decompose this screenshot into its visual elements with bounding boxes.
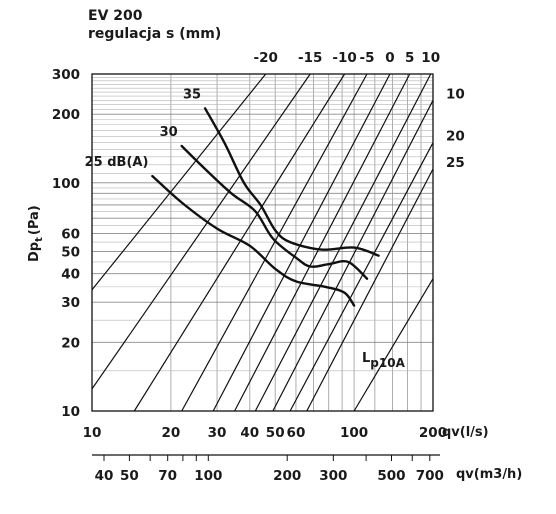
regulation-line [91, 73, 267, 291]
x-axis-ticks: 10 20 30 40 50 60 100 200 [83, 425, 447, 441]
x-tick-label: 10 [83, 425, 102, 441]
m3h-tick-label: 70 [158, 468, 177, 484]
regulation-label: 10 [446, 86, 465, 102]
y-tick-label: 10 [61, 404, 80, 420]
regulation-line [212, 73, 391, 412]
noise-curves [151, 107, 380, 307]
chart-subtitle: regulacja s (mm) [88, 26, 221, 42]
regulation-line [234, 73, 411, 412]
regulation-lines [91, 73, 434, 412]
chart-title: EV 200 [88, 8, 143, 24]
regulation-label: -10 [332, 50, 356, 66]
noise-curve-label: 25 dB(A) [85, 155, 149, 170]
noise-curve [151, 174, 356, 307]
y-label-sub: t [34, 237, 45, 242]
noise-curve [180, 144, 369, 280]
y-tick-label: 200 [52, 107, 80, 123]
x-tick-label: 100 [340, 425, 368, 441]
regulation-labels: -20 -15 -10 -5 0 5 10 10 20 25 [254, 50, 465, 171]
regulation-line [91, 73, 311, 390]
noise-curve-label: 35 [183, 87, 201, 102]
m3h-tick-label: 40 [95, 468, 114, 484]
x-tick-label: 20 [162, 425, 181, 441]
noise-label-main: L [362, 351, 370, 366]
x-tick-label: 50 [266, 425, 285, 441]
y-tick-label: 30 [61, 295, 80, 311]
x-tick-label: 200 [419, 425, 447, 441]
regulation-label: -20 [254, 50, 278, 66]
regulation-label: -5 [360, 50, 375, 66]
y-tick-label: 50 [61, 245, 80, 261]
y-tick-label: 40 [61, 267, 80, 283]
regulation-label: 10 [421, 50, 440, 66]
regulation-label: 0 [385, 50, 394, 66]
m3h-tick-label: 100 [194, 468, 222, 484]
regulation-line [289, 142, 434, 412]
noise-curve-label: 30 [160, 125, 178, 140]
m3h-tick-label: 200 [273, 468, 301, 484]
x-tick-label: 30 [208, 425, 227, 441]
noise-curve [203, 107, 380, 257]
y-tick-label: 100 [52, 176, 80, 192]
regulation-label: 5 [405, 50, 414, 66]
noise-label-sub: p10A [370, 356, 405, 370]
regulation-line [272, 100, 434, 412]
plot-frame [91, 73, 434, 412]
m3h-tick-label: 700 [416, 468, 444, 484]
y-label-unit: (Pa) [27, 205, 42, 235]
noise-labels: 35 30 25 dB(A) [85, 87, 201, 170]
regulation-label: -15 [298, 50, 322, 66]
svg-text:Dpt(Pa): Dpt (Pa) [27, 205, 45, 262]
y-axis-ticks: 10 20 30 40 50 60 100 200 300 [52, 67, 80, 420]
m3h-tick-label: 50 [120, 468, 139, 484]
regulation-line [306, 168, 434, 412]
x-tick-label: 60 [287, 425, 306, 441]
x2-axis-label: qv(m3/h) [456, 467, 522, 482]
y-tick-label: 300 [52, 67, 80, 83]
y-axis-label: Dpt (Pa) [27, 205, 45, 262]
regulation-line [254, 73, 432, 412]
x-axis-label: qv(l/s) [442, 425, 489, 440]
m3h-axis: 40 50 70 100 200 300 500 700 [92, 454, 444, 484]
grid [91, 73, 434, 412]
y-tick-label: 60 [61, 226, 80, 242]
regulation-line [181, 73, 368, 412]
regulation-line [353, 278, 434, 412]
y-tick-label: 20 [61, 335, 80, 351]
m3h-tick-label: 300 [319, 468, 347, 484]
x-tick-label: 40 [240, 425, 259, 441]
regulation-label: 25 [446, 155, 465, 171]
noise-level-label: Lp10A [362, 351, 406, 370]
regulation-line [133, 73, 346, 412]
y-label-main: Dp [27, 242, 42, 262]
m3h-tick-label: 500 [377, 468, 405, 484]
regulation-label: 20 [446, 129, 465, 145]
